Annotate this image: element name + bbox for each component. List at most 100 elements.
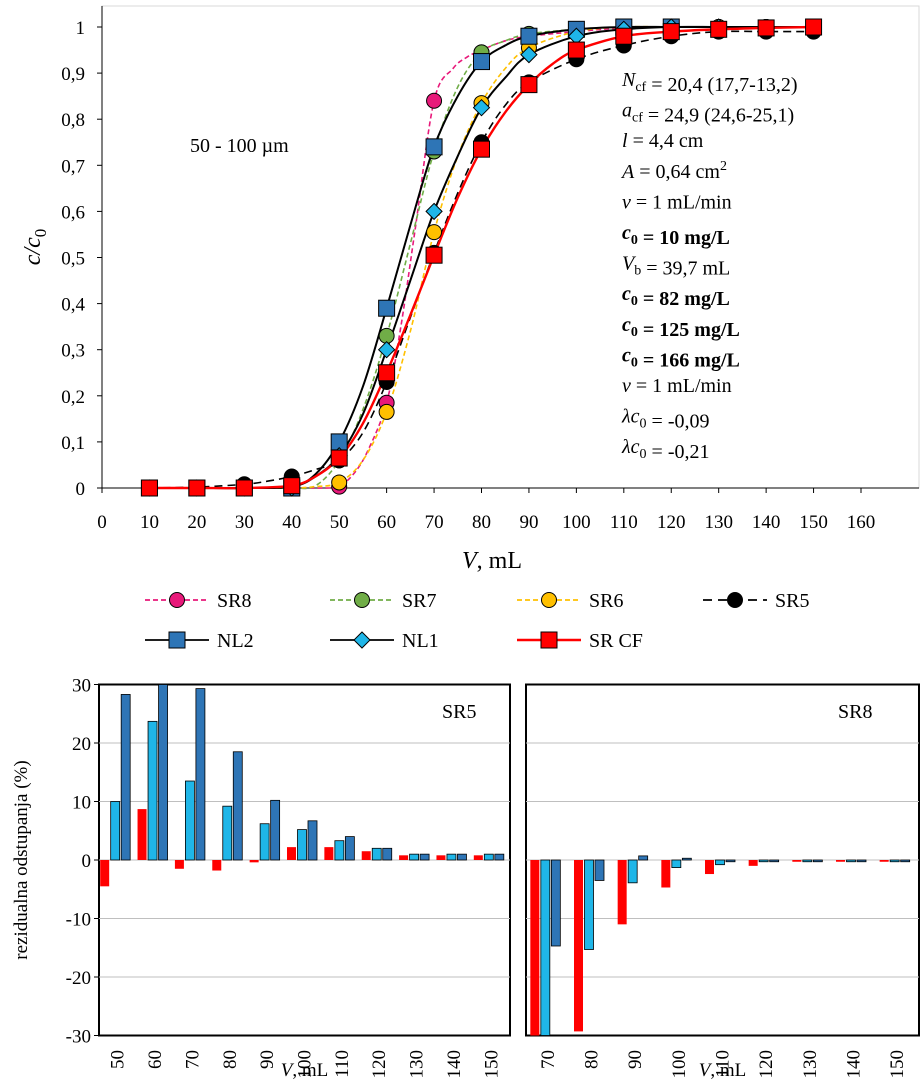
residual-bar: [307, 820, 318, 861]
residual-bar: [846, 859, 856, 863]
x-tick-label: 50: [108, 1050, 129, 1069]
residual-bar: [792, 860, 802, 862]
x-tick-label: 60: [145, 1050, 166, 1069]
x-tick-label: 50: [330, 512, 349, 533]
residual-bar: [661, 860, 671, 888]
legend-marker-nl2: [168, 631, 186, 649]
y-tick-label: 0,3: [61, 341, 85, 362]
residual-bar: [836, 860, 845, 862]
x-tick-label: 130: [407, 1050, 428, 1079]
x-axis-label: V, mL: [699, 1060, 747, 1081]
residual-bar: [802, 859, 813, 863]
data-point-nl1: [472, 98, 491, 117]
residual-bar: [185, 780, 195, 861]
x-tick-label: 140: [444, 1050, 465, 1079]
x-tick-label: 70: [182, 1050, 203, 1069]
x-tick-label: 150: [799, 512, 828, 533]
y-tick-label: 0,1: [61, 433, 85, 454]
residual-bar: [856, 859, 867, 863]
x-tick-label: 140: [844, 1050, 865, 1079]
annotation-line: c0 = 166 mg/L: [622, 344, 740, 371]
data-point-sr-cf: [283, 477, 301, 495]
annotation-line: Ncf = 20,4 (17,7-13,2): [621, 69, 798, 96]
data-point-sr-cf: [473, 140, 490, 158]
y-tick-label: 0: [76, 479, 86, 500]
annotation-line: v = 1 mL/min: [622, 375, 732, 397]
data-point-nl2: [473, 53, 490, 71]
x-tick-label: 150: [887, 1050, 908, 1079]
data-point-sr-cf: [188, 479, 206, 497]
data-point-sr-cf: [520, 76, 538, 94]
data-point-sr6: [378, 403, 395, 420]
x-tick-label: 120: [369, 1050, 390, 1079]
residual-bar: [879, 860, 889, 862]
data-point-sr8: [426, 92, 443, 109]
x-tick-label: 40: [282, 512, 301, 533]
residual-bar: [382, 847, 393, 861]
residual-bar: [671, 859, 682, 869]
residual-bar: [158, 684, 168, 861]
residual-bar: [748, 860, 758, 866]
x-tick-label: 90: [257, 1050, 278, 1069]
x-tick-label: 120: [756, 1050, 777, 1079]
residual-bar: [436, 855, 446, 860]
residual-bar: [344, 836, 355, 861]
annotation-line: Vb = 39,7 mL: [622, 253, 730, 280]
x-tick-label: 20: [187, 512, 206, 533]
residual-bar: [769, 859, 780, 863]
x-tick-label: 100: [669, 1050, 690, 1079]
legend-marker-sr6: [541, 592, 557, 608]
residual-bar: [900, 859, 911, 863]
x-tick-label: 150: [481, 1050, 502, 1079]
data-point-nl1: [520, 45, 538, 64]
annotation-line: v = 1 mL/min: [622, 191, 732, 213]
x-tick-label: 120: [657, 512, 686, 533]
series-line-sr-cf: [149, 25, 814, 490]
data-point-sr-cf: [757, 19, 775, 37]
x-tick-label: 80: [220, 1050, 241, 1069]
x-axis-label: V, mL: [281, 1060, 329, 1081]
residual-bar: [584, 859, 594, 950]
x-tick-label: 10: [140, 512, 159, 533]
residual-bar: [212, 860, 222, 871]
y-tick-label: 30: [72, 676, 91, 697]
x-tick-label: 90: [519, 512, 538, 533]
data-point-nl2: [378, 299, 396, 317]
y-tick-label: 0,6: [61, 202, 85, 223]
annotation-line: c0 = 125 mg/L: [622, 314, 740, 341]
annotation-line: acf = 24,9 (24,6-25,1): [622, 100, 794, 127]
data-point-nl2: [425, 138, 443, 156]
residual-bar: [483, 853, 494, 861]
residual-bar: [617, 860, 627, 925]
residual-bar: [110, 801, 121, 861]
residual-bar: [627, 859, 638, 884]
legend-label-sr6: SR6: [589, 590, 623, 612]
legend-label-sr5: SR5: [775, 590, 809, 612]
x-tick-label: 90: [625, 1050, 646, 1069]
x-tick-label: 130: [800, 1050, 821, 1079]
legend-marker-nl1: [353, 631, 371, 649]
data-point-sr-cf: [378, 364, 396, 382]
residual-bar: [594, 859, 605, 881]
annotation-line: l = 4,4 cm: [622, 130, 704, 152]
residual-bar: [120, 694, 131, 861]
legend-marker-sr7: [354, 592, 370, 608]
data-point-sr-cf: [425, 246, 443, 264]
x-tick-label: 130: [704, 512, 733, 533]
data-point-sr-cf: [615, 27, 633, 45]
data-point-sr-cf: [805, 18, 823, 36]
residual-bar: [270, 799, 281, 861]
residual-bar: [530, 860, 540, 1036]
data-point-sr-cf: [710, 20, 728, 38]
residual-bar: [446, 853, 457, 861]
y-tick-label: 0,8: [61, 110, 85, 131]
data-point-sr-cf: [330, 449, 348, 467]
residual-bar: [638, 855, 649, 861]
x-tick-label: 100: [295, 1050, 316, 1079]
legend-marker-sr-cf: [540, 631, 558, 649]
annotation-line: λc0 = -0,21: [621, 436, 710, 463]
annotation-line: λc0 = -0,09: [621, 406, 710, 433]
residual-bar: [812, 859, 823, 863]
y-tick-label: 0,7: [61, 156, 85, 177]
residual-bar: [259, 823, 270, 861]
